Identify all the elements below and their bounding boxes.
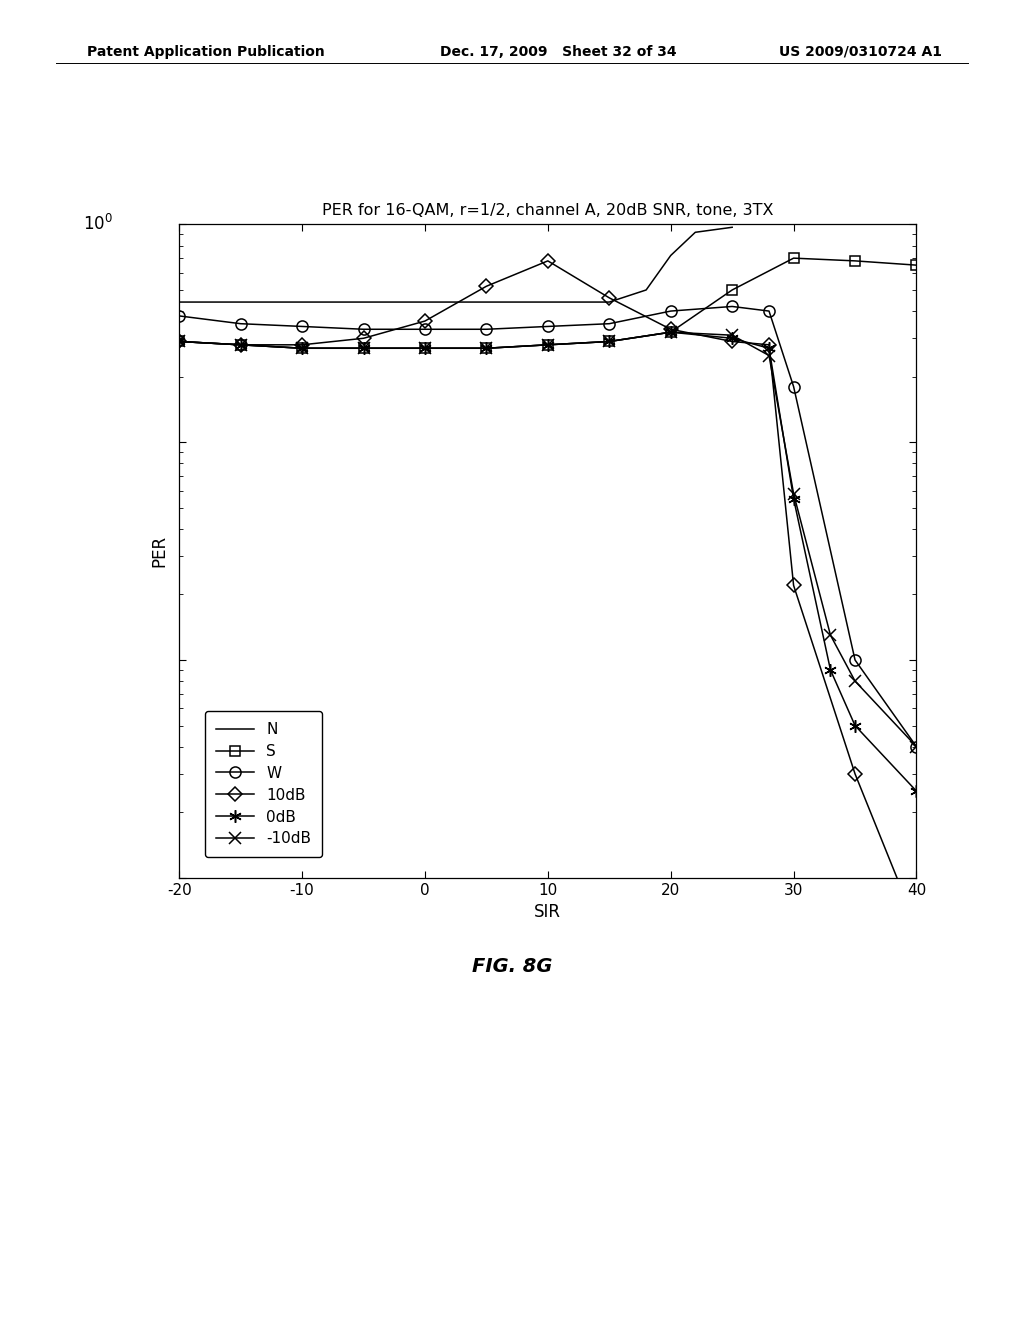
S bbox=[787, 251, 800, 267]
10dB bbox=[480, 279, 493, 294]
W bbox=[603, 315, 615, 331]
S bbox=[296, 341, 308, 356]
N bbox=[173, 294, 185, 310]
10dB bbox=[665, 321, 677, 337]
N bbox=[542, 294, 554, 310]
X-axis label: SIR: SIR bbox=[535, 903, 561, 921]
0dB bbox=[296, 341, 308, 356]
Title: PER for 16-QAM, r=1/2, channel A, 20dB SNR, tone, 3TX: PER for 16-QAM, r=1/2, channel A, 20dB S… bbox=[323, 203, 773, 218]
W bbox=[849, 652, 861, 668]
10dB bbox=[357, 330, 370, 346]
W bbox=[234, 315, 247, 331]
S bbox=[419, 341, 431, 356]
0dB bbox=[542, 337, 554, 352]
-10dB bbox=[763, 347, 775, 363]
-10dB bbox=[542, 337, 554, 352]
0dB bbox=[480, 341, 493, 356]
0dB bbox=[824, 663, 837, 678]
10dB bbox=[234, 337, 247, 352]
0dB bbox=[603, 334, 615, 350]
W bbox=[419, 321, 431, 337]
10dB bbox=[726, 334, 738, 350]
-10dB bbox=[603, 334, 615, 350]
N bbox=[419, 294, 431, 310]
Text: Dec. 17, 2009   Sheet 32 of 34: Dec. 17, 2009 Sheet 32 of 34 bbox=[440, 45, 677, 59]
N bbox=[296, 294, 308, 310]
0dB bbox=[726, 330, 738, 346]
S bbox=[542, 337, 554, 352]
-10dB bbox=[849, 673, 861, 689]
W bbox=[357, 321, 370, 337]
W bbox=[665, 304, 677, 319]
S bbox=[173, 334, 185, 350]
-10dB bbox=[665, 325, 677, 341]
0dB bbox=[787, 491, 800, 507]
Text: Patent Application Publication: Patent Application Publication bbox=[87, 45, 325, 59]
W bbox=[726, 298, 738, 314]
W bbox=[787, 379, 800, 395]
10dB bbox=[787, 578, 800, 594]
0dB bbox=[173, 334, 185, 350]
Line: 10dB: 10dB bbox=[174, 256, 922, 931]
W bbox=[763, 304, 775, 319]
0dB bbox=[234, 337, 247, 352]
0dB bbox=[849, 718, 861, 734]
-10dB bbox=[726, 327, 738, 343]
-10dB bbox=[480, 341, 493, 356]
N bbox=[603, 294, 615, 310]
S bbox=[665, 325, 677, 341]
S bbox=[726, 282, 738, 298]
N bbox=[726, 219, 738, 235]
W bbox=[910, 739, 923, 755]
Line: -10dB: -10dB bbox=[174, 326, 922, 752]
Line: W: W bbox=[174, 301, 922, 752]
0dB bbox=[910, 783, 923, 799]
S bbox=[234, 337, 247, 352]
Line: 0dB: 0dB bbox=[173, 326, 923, 797]
0dB bbox=[763, 341, 775, 356]
S bbox=[849, 253, 861, 269]
0dB bbox=[419, 341, 431, 356]
10dB bbox=[763, 337, 775, 352]
N bbox=[689, 224, 701, 240]
Text: US 2009/0310724 A1: US 2009/0310724 A1 bbox=[779, 45, 942, 59]
Line: S: S bbox=[174, 253, 922, 354]
-10dB bbox=[910, 739, 923, 755]
W bbox=[480, 321, 493, 337]
N bbox=[640, 282, 652, 298]
10dB bbox=[849, 766, 861, 781]
10dB bbox=[542, 253, 554, 269]
N bbox=[665, 248, 677, 264]
-10dB bbox=[173, 334, 185, 350]
-10dB bbox=[296, 341, 308, 356]
S bbox=[480, 341, 493, 356]
-10dB bbox=[787, 486, 800, 502]
0dB bbox=[357, 341, 370, 356]
Line: N: N bbox=[179, 227, 732, 302]
W bbox=[542, 318, 554, 334]
S bbox=[910, 257, 923, 273]
10dB bbox=[296, 337, 308, 352]
Y-axis label: PER: PER bbox=[151, 535, 169, 568]
-10dB bbox=[419, 341, 431, 356]
S bbox=[603, 334, 615, 350]
W bbox=[173, 308, 185, 323]
Text: $10^0$: $10^0$ bbox=[83, 214, 113, 235]
Legend: N, S, W, 10dB, 0dB, -10dB: N, S, W, 10dB, 0dB, -10dB bbox=[205, 711, 323, 857]
Text: FIG. 8G: FIG. 8G bbox=[472, 957, 552, 975]
10dB bbox=[419, 313, 431, 329]
W bbox=[296, 318, 308, 334]
10dB bbox=[603, 290, 615, 306]
0dB bbox=[665, 325, 677, 341]
10dB bbox=[910, 919, 923, 935]
10dB bbox=[173, 334, 185, 350]
-10dB bbox=[357, 341, 370, 356]
S bbox=[357, 341, 370, 356]
-10dB bbox=[234, 337, 247, 352]
-10dB bbox=[824, 627, 837, 643]
